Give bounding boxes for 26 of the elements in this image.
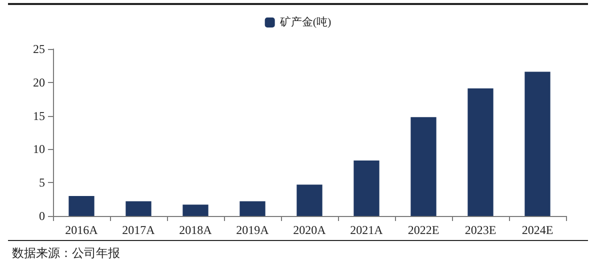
bar [524, 72, 550, 216]
legend-label: 矿产金(吨) [278, 16, 332, 28]
source-note: 数据来源：公司年报 [12, 245, 120, 262]
x-tick-label: 2017A [122, 223, 156, 237]
bar [68, 196, 94, 216]
y-tick-label: 20 [33, 75, 45, 90]
bar [468, 88, 494, 216]
x-tick-label: 2023E [464, 223, 496, 237]
bar [182, 204, 208, 216]
bar [296, 184, 322, 216]
y-tick-label: 5 [39, 176, 45, 190]
bar [354, 160, 380, 216]
x-tick-label: 2020A [293, 223, 326, 237]
bar [126, 201, 152, 216]
x-tick-label: 2019A [236, 223, 270, 237]
x-tick-label: 2021A [350, 223, 384, 237]
y-tick-label: 15 [33, 108, 45, 123]
x-tick-label: 2022E [408, 223, 440, 237]
bar [240, 201, 266, 216]
x-tick-label: 2024E [522, 223, 554, 237]
x-tick-label: 2016A [65, 223, 98, 237]
y-tick-label: 0 [39, 209, 45, 223]
bar [410, 117, 436, 216]
y-tick-label: 10 [33, 142, 45, 156]
y-tick-label: 25 [33, 42, 45, 56]
x-tick-label: 2018A [179, 223, 212, 237]
